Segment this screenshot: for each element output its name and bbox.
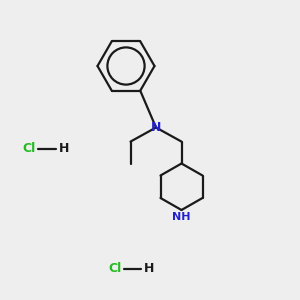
Text: NH: NH <box>172 212 191 222</box>
Text: H: H <box>58 142 69 155</box>
Text: N: N <box>151 121 161 134</box>
Text: H: H <box>144 262 154 275</box>
Text: Cl: Cl <box>22 142 36 155</box>
Text: Cl: Cl <box>108 262 121 275</box>
